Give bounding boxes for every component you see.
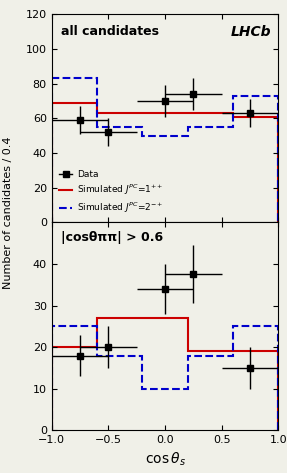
Legend: Data, Simulated $J^{PC}$=1$^{++}$, Simulated $J^{PC}$=2$^{-+}$: Data, Simulated $J^{PC}$=1$^{++}$, Simul… <box>56 167 166 218</box>
Text: Number of candidates / 0.4: Number of candidates / 0.4 <box>3 137 13 289</box>
Text: LHCb: LHCb <box>231 25 272 39</box>
Text: all candidates: all candidates <box>61 25 159 37</box>
Text: |cosθππ| > 0.6: |cosθππ| > 0.6 <box>61 231 163 244</box>
X-axis label: $\cos\theta_s$: $\cos\theta_s$ <box>145 451 185 468</box>
